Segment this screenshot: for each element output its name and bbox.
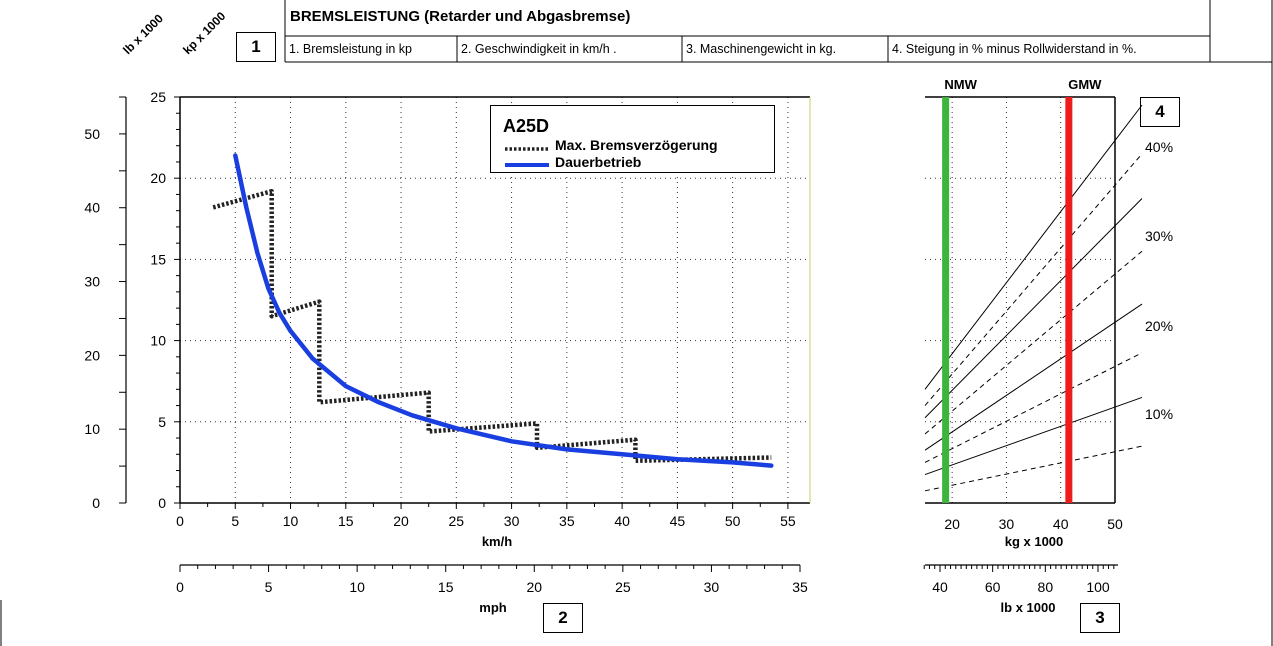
series-dauerbetrieb	[233, 153, 774, 468]
legend-item-dauer: Dauerbetrieb	[555, 154, 642, 170]
x2-tick-label: 0	[176, 579, 184, 595]
grade-line-20	[924, 303, 1143, 451]
marker-label-gmw: GMW	[1068, 77, 1102, 92]
header-item-1: 1. Bremsleistung in kp	[289, 42, 412, 56]
x-tick-label: 30	[504, 513, 520, 529]
x2-tick-label: 35	[792, 579, 808, 595]
legend: A25D Max. Bremsverzögerung Dauerbetrieb	[490, 105, 775, 173]
y2-tick-label: 50	[84, 126, 100, 142]
x-tick-label: 25	[449, 513, 465, 529]
x-tick-label: 20	[944, 516, 960, 532]
x2-tick-label: 15	[438, 579, 454, 595]
box-4: 4	[1140, 97, 1180, 127]
y2-tick-label: 20	[84, 347, 100, 363]
x-tick-label: 5	[231, 513, 239, 529]
header-item-3: 3. Maschinengewicht in kg.	[686, 42, 837, 56]
grade-label: 40%	[1145, 139, 1173, 155]
x-tick-label: 40	[614, 513, 630, 529]
header-item-2: 2. Geschwindigkeit in km/h .	[461, 42, 617, 56]
braking-chart: 0 5 10 15 20 25 30 35 40 45 50 55km/h05101520250102…	[84, 9, 811, 615]
x-tick-label: 55	[780, 513, 796, 529]
x2-tick-label: 40	[932, 579, 948, 595]
x2-tick-label: 60	[985, 579, 1001, 595]
y-tick-label: 0	[158, 495, 166, 511]
x2-axis-title: lb x 1000	[1001, 600, 1056, 615]
grade-line-5	[924, 445, 1143, 492]
grade-label: 20%	[1145, 318, 1173, 334]
y-tick-label: 15	[150, 251, 166, 267]
x-tick-label: 20	[393, 513, 409, 529]
x2-tick-label: 80	[1038, 579, 1054, 595]
x-tick-label: 10	[283, 513, 299, 529]
y-tick-label: 5	[158, 414, 166, 430]
x-tick-label: 45	[670, 513, 686, 529]
legend-swatches	[505, 147, 549, 167]
x-tick-label: 0	[176, 513, 184, 529]
x-tick-label: 50	[725, 513, 741, 529]
grade-line-40	[924, 104, 1143, 390]
legend-title: A25D	[503, 116, 550, 136]
y2-tick-label: 30	[84, 274, 100, 290]
x-tick-label: 35	[559, 513, 575, 529]
x-tick-label: 30	[999, 516, 1015, 532]
y2-tick-label: 10	[84, 421, 100, 437]
grade-line-25	[924, 250, 1143, 435]
grade-line-15	[924, 352, 1143, 463]
x-axis-title: kg x 1000	[1005, 534, 1064, 549]
x2-tick-label: 30	[704, 579, 720, 595]
y-tick-label: 10	[150, 333, 166, 349]
box-1: 1	[236, 32, 276, 62]
grade-label: 30%	[1145, 228, 1173, 244]
x2-tick-label: 5	[265, 579, 273, 595]
x-axis-title: km/h	[482, 534, 512, 549]
grade-line-30	[924, 198, 1143, 419]
y-tick-label: 20	[150, 170, 166, 186]
x2-tick-label: 10	[349, 579, 365, 595]
y2-tick-label: 0	[92, 495, 100, 511]
series-max-bremsverzoegerung	[212, 188, 772, 464]
header-item-4: 4. Steigung in % minus Rollwiderstand in…	[892, 42, 1137, 56]
grade-line-35	[924, 153, 1143, 406]
marker-label-nmw: NMW	[944, 77, 977, 92]
legend-item-max: Max. Bremsverzögerung	[555, 137, 718, 153]
y-tick-label: 25	[150, 89, 166, 105]
y2-tick-label: 40	[84, 200, 100, 216]
x-tick-label: 50	[1107, 516, 1123, 532]
x2-axis-title: mph	[479, 600, 507, 615]
grade-label: 10%	[1145, 406, 1173, 422]
x2-tick-label: 20	[526, 579, 542, 595]
box-3: 3	[1080, 603, 1120, 633]
grade-line-10	[924, 396, 1143, 476]
x2-tick-label: 100	[1086, 579, 1110, 595]
x-tick-label: 40	[1053, 516, 1069, 532]
x-tick-label: 15	[338, 513, 354, 529]
box-2: 2	[543, 603, 583, 633]
chart-title: BREMSLEISTUNG (Retarder und Abgasbremse)	[290, 8, 631, 25]
x2-tick-label: 25	[615, 579, 631, 595]
